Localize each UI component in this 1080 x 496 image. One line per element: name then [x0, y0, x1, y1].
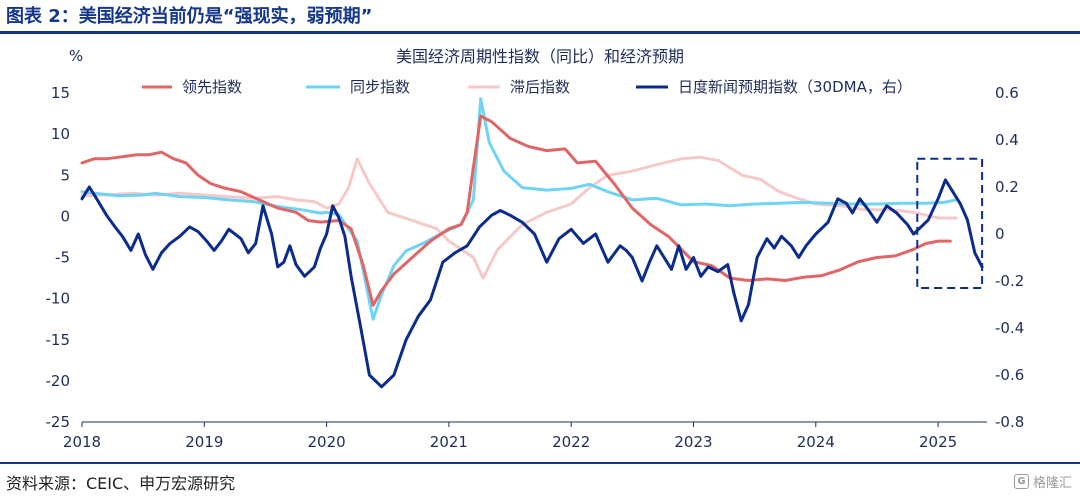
left-tick-label: 0 — [60, 207, 70, 225]
right-tick-label: 0 — [995, 225, 1005, 243]
x-tick-label: 2023 — [674, 433, 712, 451]
legend-label-leading: 领先指数 — [182, 78, 242, 96]
left-tick-label: -10 — [46, 290, 71, 308]
right-tick-label: -0.2 — [995, 272, 1024, 290]
legend-label-expectation: 日度新闻预期指数（30DMA，右） — [678, 78, 912, 96]
x-tick-label: 2018 — [63, 433, 101, 451]
legend: 领先指数 同步指数 滞后指数 日度新闻预期指数（30DMA，右） — [142, 78, 912, 96]
watermark-text: 格隆汇 — [1032, 476, 1072, 491]
left-tick-label: -20 — [46, 372, 71, 390]
legend-label-lagging: 滞后指数 — [510, 78, 570, 96]
right-axis: 0.6 0.4 0.2 0 -0.2 -0.4 -0.6 -0.8 — [995, 84, 1024, 431]
left-tick-label: -5 — [55, 249, 70, 267]
left-tick-label: -15 — [46, 331, 71, 349]
chart: 美国经济周期性指数（同比）和经济预期 % 领先指数 同步指数 滞后指数 日度新闻… — [46, 47, 1025, 451]
x-axis: 2018 2019 2020 2021 2022 2023 2024 2025 — [63, 422, 957, 451]
right-tick-label: -0.4 — [995, 319, 1024, 337]
x-tick-label: 2024 — [797, 433, 835, 451]
left-tick-label: 10 — [51, 125, 70, 143]
title-rule — [0, 31, 1080, 34]
series-line-leading — [80, 114, 952, 307]
source-note: 资料来源：CEIC、申万宏源研究 — [6, 474, 236, 493]
right-tick-label: 0.6 — [995, 84, 1019, 102]
right-tick-label: 0.2 — [995, 178, 1019, 196]
x-tick-label: 2025 — [919, 433, 957, 451]
right-tick-label: -0.6 — [995, 366, 1024, 384]
x-tick-label: 2019 — [185, 433, 223, 451]
chart-title: 美国经济周期性指数（同比）和经济预期 — [396, 47, 684, 66]
footer-rule — [0, 462, 1080, 464]
right-tick-label: 0.4 — [995, 131, 1019, 149]
highlight-box — [916, 157, 984, 290]
series-layer — [80, 97, 984, 389]
watermark-logo-icon: G — [1013, 474, 1029, 489]
x-tick-label: 2021 — [430, 433, 468, 451]
left-axis: 15 10 5 0 -5 -10 -15 -20 -25 — [46, 84, 71, 431]
left-axis-unit: % — [69, 47, 83, 65]
x-tick-label: 2022 — [552, 433, 590, 451]
figure-title: 图表 2：美国经济当前仍是“强现实，弱预期” — [6, 6, 373, 27]
legend-label-coincident: 同步指数 — [350, 78, 410, 96]
left-tick-label: -25 — [46, 413, 71, 431]
left-tick-label: 15 — [51, 84, 70, 102]
x-tick-label: 2020 — [308, 433, 346, 451]
right-tick-label: -0.8 — [995, 413, 1024, 431]
series-line-lagging — [80, 155, 958, 280]
series-line-expectation — [80, 178, 984, 389]
series-line-coincident — [80, 97, 958, 321]
left-tick-label: 5 — [60, 166, 70, 184]
watermark: G 格隆汇 — [1013, 472, 1072, 491]
